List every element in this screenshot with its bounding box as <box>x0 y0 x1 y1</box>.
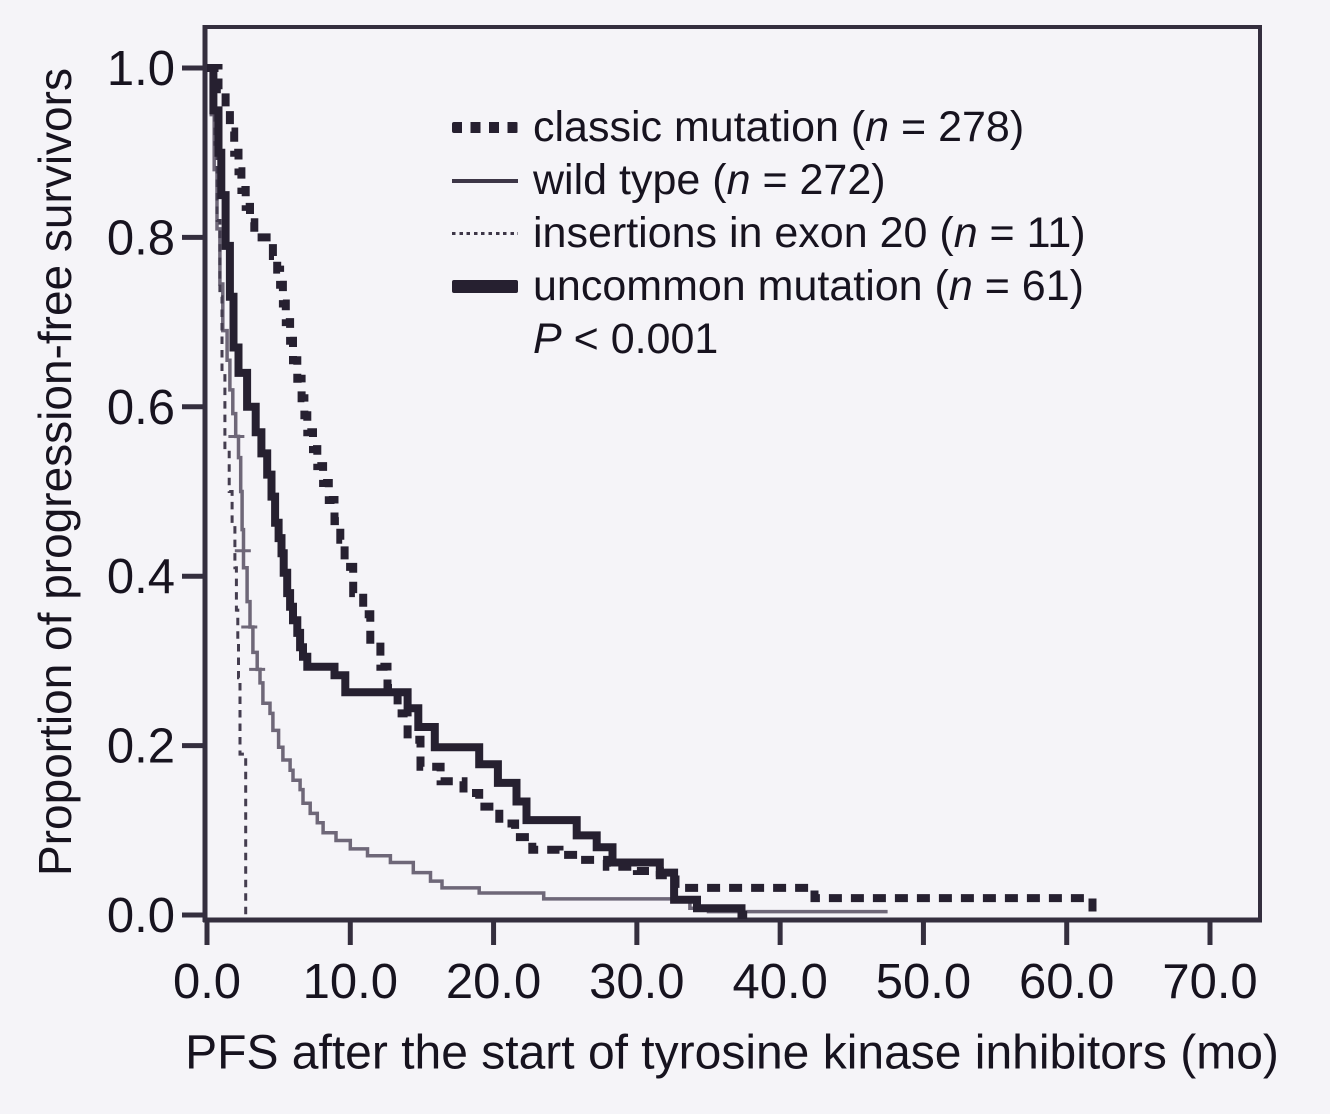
wild-type-solid-line-swatch <box>452 178 518 183</box>
y-tick-label: 0.4 <box>107 550 175 604</box>
p-value-annotation: P < 0.001 <box>533 315 719 363</box>
classic-mutation-dashed-line-swatch <box>452 122 518 133</box>
x-tick-label: 0.0 <box>173 955 241 1009</box>
x-tick-label: 10.0 <box>303 955 398 1009</box>
legend-item-insertions-exon-20: insertions in exon 20 (n = 11) <box>452 207 1086 260</box>
x-tick-label: 30.0 <box>589 955 684 1009</box>
legend-label: uncommon mutation (n = 61) <box>533 262 1084 310</box>
y-tick-label: 1.0 <box>107 42 175 96</box>
legend-label: classic mutation (n = 278) <box>533 103 1025 151</box>
legend-item-wild-type: wild type (n = 272) <box>452 154 1086 207</box>
insertions-dotted-line-swatch <box>452 232 518 235</box>
y-tick-label: 0.6 <box>107 381 175 435</box>
x-axis-title: PFS after the start of tyrosine kinase i… <box>185 1026 1279 1080</box>
series-classic-mutation <box>207 64 1097 915</box>
legend-label: insertions in exon 20 (n = 11) <box>533 209 1086 257</box>
legend-item-classic-mutation: classic mutation (n = 278) <box>452 101 1086 154</box>
series-insertions-in-exon-20 <box>207 66 248 917</box>
x-tick-label: 50.0 <box>876 955 971 1009</box>
legend-label: wild type (n = 272) <box>533 156 886 204</box>
legend-item-uncommon-mutation: uncommon mutation (n = 61) <box>452 260 1086 313</box>
x-tick-label: 20.0 <box>446 955 541 1009</box>
x-tick-label: 70.0 <box>1162 955 1257 1009</box>
series-wild-type <box>207 66 888 914</box>
series-uncommon-mutation <box>207 64 748 919</box>
x-tick-label: 60.0 <box>1019 955 1114 1009</box>
y-tick-label: 0.2 <box>107 720 175 774</box>
y-axis-title: Proportion of progression-free survivors <box>29 68 81 876</box>
legend: classic mutation (n = 278) wild type (n … <box>452 101 1086 366</box>
y-tick-label: 0.8 <box>107 211 175 265</box>
y-tick-label: 0.0 <box>107 889 175 943</box>
x-tick-label: 40.0 <box>732 955 827 1009</box>
uncommon-mutation-thick-line-swatch <box>452 280 518 293</box>
